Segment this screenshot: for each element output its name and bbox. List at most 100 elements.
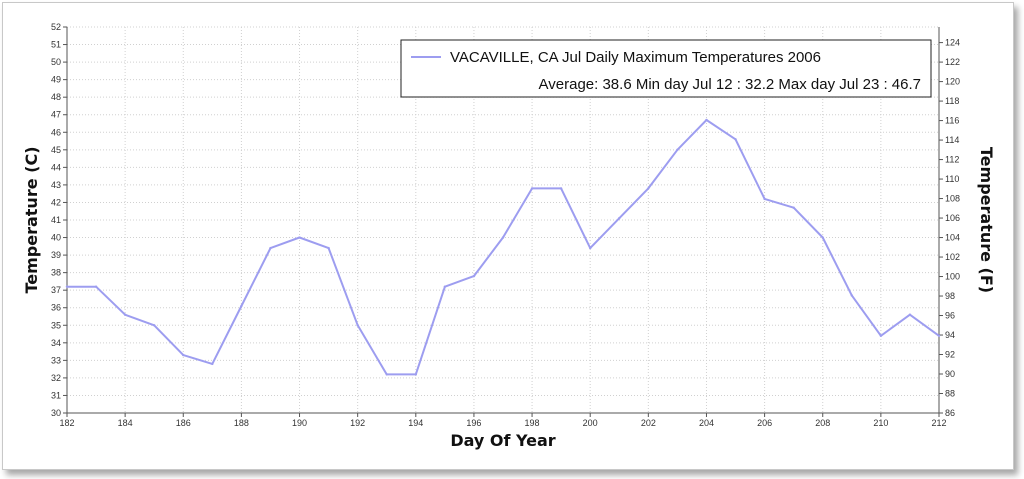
data-point bbox=[472, 274, 476, 278]
y-left-tick-label: 52 bbox=[51, 22, 61, 32]
legend-series-label: VACAVILLE, CA Jul Daily Maximum Temperat… bbox=[450, 49, 821, 66]
data-point bbox=[589, 246, 592, 250]
y-left-tick-label: 34 bbox=[51, 338, 61, 348]
chart-frame: 182 184 186 188 190 192 194 196 198 200 202 204 206 2… bbox=[2, 2, 1014, 470]
data-point bbox=[414, 373, 417, 376]
y-left-tick-label: 37 bbox=[51, 285, 61, 295]
x-tick-label: 186 bbox=[176, 418, 191, 428]
y-right-tick-label: 106 bbox=[945, 213, 960, 223]
x-tick-label: 188 bbox=[234, 418, 249, 428]
x-tick-label: 208 bbox=[815, 418, 830, 428]
x-tick-labels: 182 184 186 188 190 192 194 196 198 200 202 204 206 2… bbox=[59, 418, 946, 428]
x-tick-label: 202 bbox=[641, 418, 656, 428]
y-axis-title-right: Temperature (F) bbox=[977, 147, 996, 293]
y-right-tick-label: 112 bbox=[945, 155, 959, 165]
y-right-tick-label: 118 bbox=[945, 96, 959, 106]
data-point bbox=[123, 313, 127, 316]
data-point bbox=[298, 236, 301, 239]
y-left-tick-label: 41 bbox=[51, 215, 61, 225]
x-tick-label: 194 bbox=[408, 418, 423, 428]
y-left-tick-label: 39 bbox=[51, 250, 61, 260]
y-left-tick-label: 31 bbox=[51, 390, 61, 400]
data-point bbox=[269, 246, 272, 250]
x-tick-label: 190 bbox=[292, 418, 307, 428]
data-point bbox=[240, 304, 243, 308]
data-point bbox=[501, 236, 505, 239]
data-point bbox=[94, 285, 98, 288]
y-right-tick-label: 124 bbox=[945, 38, 960, 48]
y-left-tick-label: 44 bbox=[51, 162, 61, 172]
data-point bbox=[792, 206, 795, 209]
y-right-tick-label: 120 bbox=[945, 77, 960, 87]
y-left-tick-label: 43 bbox=[51, 180, 61, 190]
y-right-tick-label: 116 bbox=[945, 116, 959, 126]
temperature-line-chart: 182 184 186 188 190 192 194 196 198 200 202 204 206 2… bbox=[22, 22, 996, 450]
x-tick-label: 200 bbox=[583, 418, 598, 428]
y-left-tick-label: 32 bbox=[51, 373, 61, 383]
data-point bbox=[763, 197, 766, 201]
x-tick-label: 206 bbox=[757, 418, 772, 428]
data-point bbox=[937, 334, 941, 337]
y-right-tick-label: 96 bbox=[945, 311, 955, 321]
y-left-tick-label: 49 bbox=[51, 75, 61, 85]
y-right-tick-label: 104 bbox=[945, 233, 960, 243]
x-tick-label: 212 bbox=[931, 418, 946, 428]
data-point bbox=[182, 353, 185, 357]
y-right-tick-label: 94 bbox=[945, 330, 955, 340]
y-left-tick-label: 42 bbox=[51, 197, 61, 207]
data-point bbox=[850, 294, 853, 297]
data-point bbox=[618, 217, 621, 220]
y-left-tick-label: 46 bbox=[51, 127, 61, 137]
y-left-tick-label: 48 bbox=[51, 92, 61, 102]
y-right-tick-label: 92 bbox=[945, 350, 955, 360]
data-point bbox=[647, 187, 650, 190]
legend-box bbox=[400, 39, 932, 98]
x-tick-label: 192 bbox=[350, 418, 365, 428]
y-left-tick-label: 47 bbox=[51, 110, 61, 120]
y-right-tick-label: 90 bbox=[945, 369, 955, 379]
legend: VACAVILLE, CA Jul Daily Maximum Temperat… bbox=[400, 39, 932, 98]
y-right-tick-labels: 86 88 90 92 94 96 98 100 102 104 106 108 110 112 114 11… bbox=[945, 38, 960, 418]
y-left-tick-label: 36 bbox=[51, 303, 61, 313]
y-left-tick-label: 35 bbox=[51, 320, 61, 330]
data-point bbox=[65, 285, 69, 288]
y-right-tick-label: 98 bbox=[945, 291, 955, 301]
y-right-tick-label: 100 bbox=[945, 272, 960, 282]
legend-stats: Average: 38.6 Min day Jul 12 : 32.2 Max … bbox=[539, 76, 921, 93]
data-point bbox=[879, 334, 883, 337]
y-left-tick-label: 50 bbox=[51, 57, 61, 67]
data-point bbox=[734, 138, 737, 141]
data-point bbox=[908, 313, 912, 316]
data-point bbox=[385, 373, 388, 376]
x-tick-label: 184 bbox=[118, 418, 133, 428]
y-right-tick-label: 114 bbox=[945, 135, 959, 145]
y-left-tick-label: 33 bbox=[51, 355, 61, 365]
data-point bbox=[559, 187, 563, 190]
y-left-tick-label: 51 bbox=[51, 40, 61, 50]
y-left-tick-label: 38 bbox=[51, 268, 61, 278]
x-tick-label: 204 bbox=[699, 418, 714, 428]
data-point bbox=[443, 285, 447, 288]
data-point bbox=[327, 246, 330, 250]
data-point bbox=[676, 148, 679, 152]
y-left-tick-label: 40 bbox=[51, 233, 61, 243]
y-right-tick-label: 110 bbox=[945, 174, 959, 184]
data-point bbox=[356, 324, 359, 327]
series-group bbox=[65, 118, 941, 376]
data-point bbox=[705, 118, 708, 122]
y-left-tick-label: 45 bbox=[51, 145, 61, 155]
data-point bbox=[153, 324, 156, 327]
y-right-tick-label: 86 bbox=[945, 408, 955, 418]
x-tick-label: 210 bbox=[873, 418, 888, 428]
y-right-tick-label: 122 bbox=[945, 57, 960, 67]
y-right-tick-label: 88 bbox=[945, 389, 955, 399]
x-tick-label: 198 bbox=[525, 418, 540, 428]
x-tick-label: 182 bbox=[59, 418, 74, 428]
data-point bbox=[821, 236, 824, 239]
data-point bbox=[211, 362, 214, 366]
y-right-tick-label: 102 bbox=[945, 252, 960, 262]
x-axis-title: Day Of Year bbox=[450, 431, 555, 450]
data-point bbox=[530, 187, 534, 190]
y-axis-title-left: Temperature (C) bbox=[22, 146, 41, 293]
axes bbox=[63, 26, 943, 417]
